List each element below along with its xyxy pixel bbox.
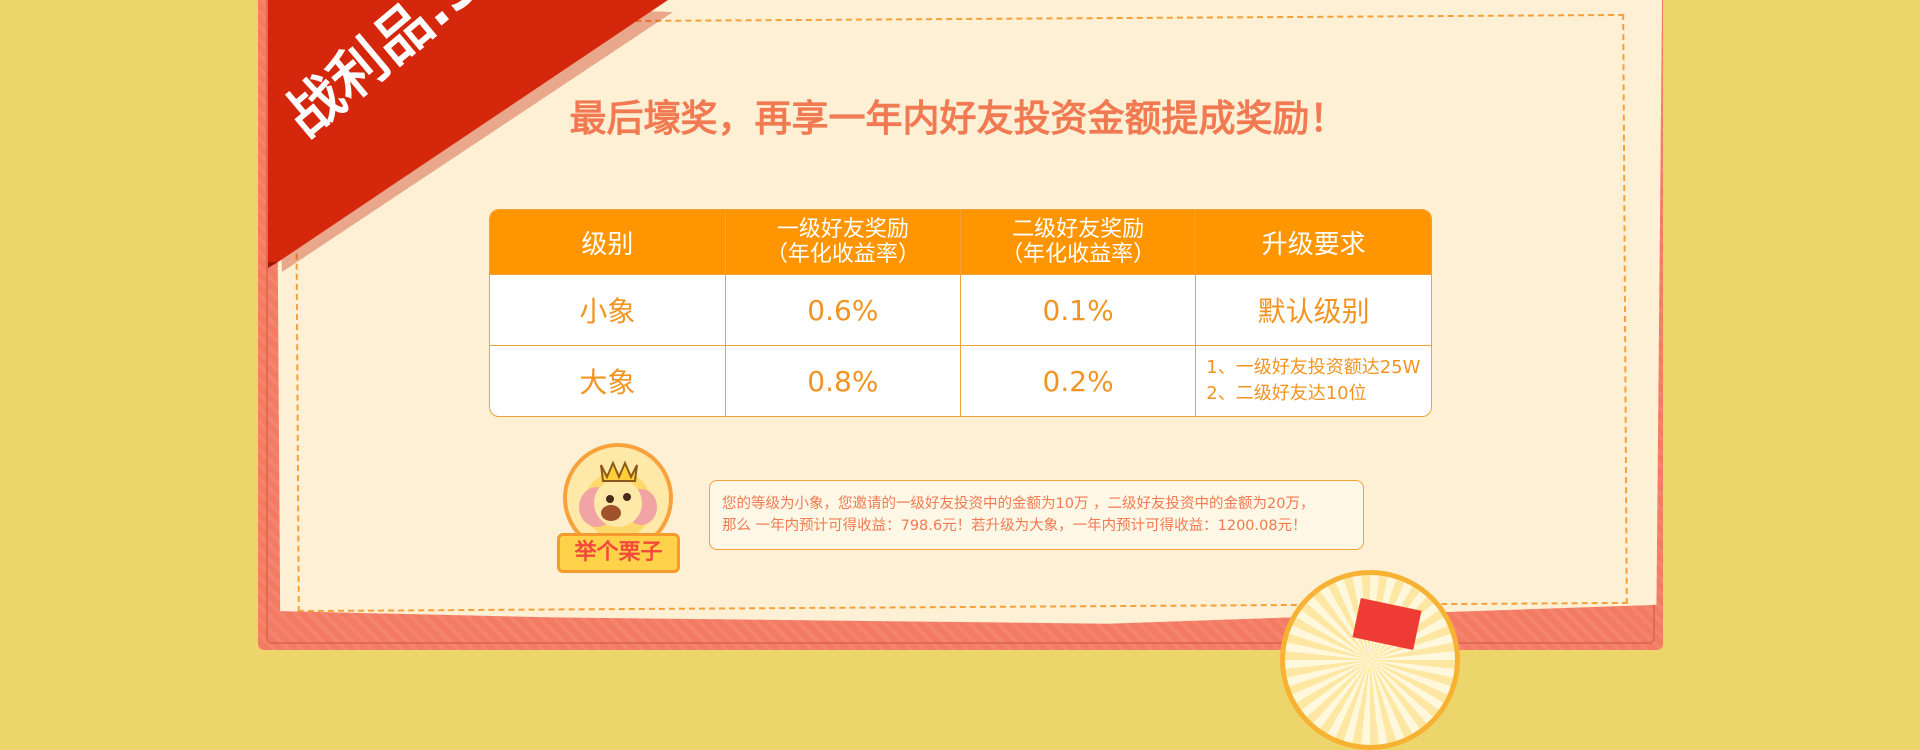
example-note: 您的等级为小象，您邀请的一级好友投资中的金额为10万 ，二级好友投资中的金额为2… (709, 480, 1364, 550)
header-first-friend: 一级好友奖励 （年化收益率） (724, 210, 962, 275)
header-first-line2: （年化收益率） (765, 242, 920, 267)
header-second-friend: 二级好友奖励 （年化收益率） (959, 210, 1197, 275)
requirement-line2: 2、二级好友达10位 (1206, 383, 1367, 404)
header-first-line1: 一级好友奖励 (776, 217, 909, 242)
header-level: 级别 (490, 210, 726, 275)
row-first-rate: 0.8% (724, 345, 962, 416)
headline-text: 最后壕奖，再享一年内好友投资金额提成奖励！ (569, 97, 1347, 140)
header-second-line2: （年化收益率） (1001, 242, 1156, 267)
row-second-rate: 0.1% (959, 274, 1197, 346)
coin-icon (1280, 570, 1460, 750)
corner-ribbon (268, 0, 673, 272)
example-line1: 您的等级为小象，您邀请的一级好友投资中的金额为10万 ，二级好友投资中的金额为2… (722, 496, 1315, 512)
table-row: 大象 0.8% 0.2% 1、一级好友投资额达25W 2、二级好友达10位 (490, 345, 1431, 416)
headline: 最后壕奖，再享一年内好友投资金额提成奖励！ (0, 88, 1920, 142)
row-level: 大象 (490, 345, 726, 416)
row-second-rate: 0.2% (959, 345, 1197, 416)
table-header-row: 级别 一级好友奖励 （年化收益率） 二级好友奖励 （年化收益率） 升级要求 (490, 210, 1431, 275)
header-second-line1: 二级好友奖励 (1012, 217, 1145, 242)
example-line2: 那么 一年内预计可得收益：798.6元！若升级为大象，一年内预计可得收益：120… (722, 518, 1307, 534)
row-requirement: 1、一级好友投资额达25W 2、二级好友达10位 (1195, 345, 1431, 416)
row-requirement: 默认级别 (1195, 274, 1431, 346)
row-first-rate: 0.6% (724, 274, 962, 346)
reward-table: 级别 一级好友奖励 （年化收益率） 二级好友奖励 （年化收益率） 升级要求 小象… (489, 209, 1432, 417)
row-level: 小象 (490, 274, 726, 346)
requirement-line1: 1、一级好友投资额达25W (1206, 357, 1421, 378)
header-upgrade: 升级要求 (1195, 210, 1431, 275)
example-badge: 举个栗子 (557, 533, 680, 573)
table-row: 小象 0.6% 0.1% 默认级别 (490, 274, 1431, 346)
